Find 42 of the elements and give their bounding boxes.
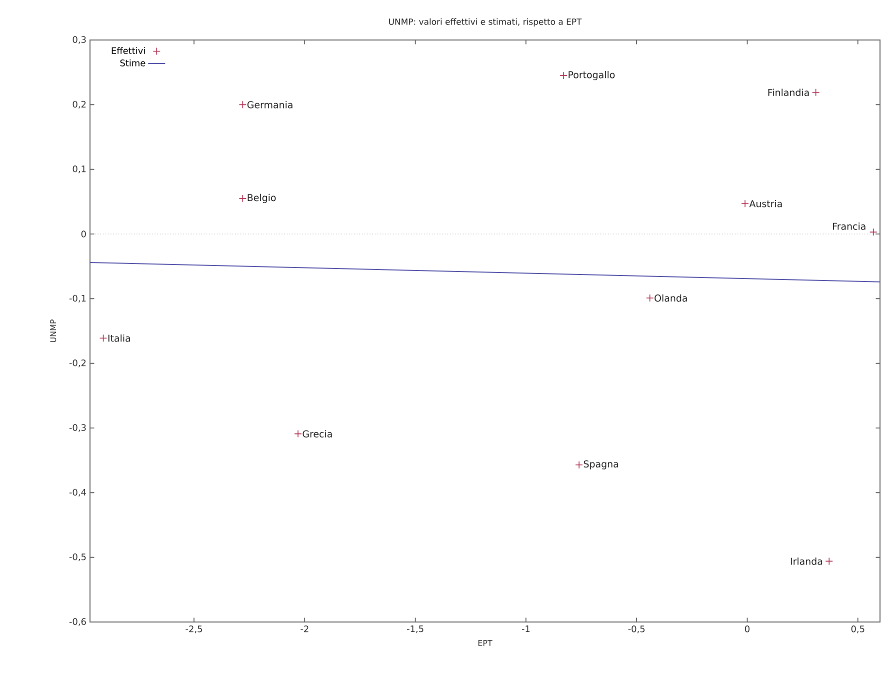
x-tick-label: -0,5 (628, 626, 645, 634)
annotation: Belgio (248, 194, 276, 204)
point (646, 294, 654, 302)
y-tick-label: -0,2 (69, 359, 86, 368)
y-tick-label: 0,3 (72, 36, 86, 44)
point (825, 557, 834, 566)
y-tick-label: -0,1 (69, 294, 86, 303)
annotation: Irlanda (790, 558, 822, 565)
x-tick-label: 0,5 (851, 626, 864, 634)
annotation: Finlandia (768, 88, 809, 96)
annotation: Italia (108, 334, 130, 342)
point (812, 88, 820, 96)
x-tick-label: -2 (300, 626, 308, 632)
annotation: Austria (749, 200, 782, 208)
point (575, 460, 583, 469)
y-tick-label: -0,3 (69, 424, 86, 432)
y-tick-label: -0,5 (69, 553, 86, 562)
chart-title: UNMP: valori effettivi e stimati, rispetto a EPT (389, 18, 582, 27)
y-tick-label: 0,2 (72, 100, 86, 109)
legend-label: Stime (120, 59, 146, 66)
y-tick-label: 0,1 (72, 165, 86, 174)
y-tick-label: -0,4 (69, 488, 86, 497)
y-tick-label: 0 (81, 230, 86, 238)
point (741, 200, 749, 208)
annotation: Portogallo (568, 70, 615, 80)
annotation: Olanda (654, 294, 687, 302)
annotation: Germania (247, 101, 292, 108)
point (238, 100, 247, 109)
x-tick-label: -2,5 (186, 626, 202, 634)
y-tick-label: -0,6 (69, 618, 86, 626)
point (560, 72, 568, 80)
x-tick-label: 0 (744, 626, 750, 632)
point (294, 430, 302, 438)
annotation: Spagna (584, 460, 618, 470)
point (99, 334, 108, 342)
legend-label: Effettivi (112, 47, 145, 54)
point (238, 194, 247, 202)
annotation: Francia (833, 222, 866, 230)
x-tick-label: -1,5 (406, 626, 424, 634)
x-tick-label: -1 (522, 626, 530, 632)
point (869, 228, 878, 236)
annotation: Grecia (302, 430, 332, 438)
